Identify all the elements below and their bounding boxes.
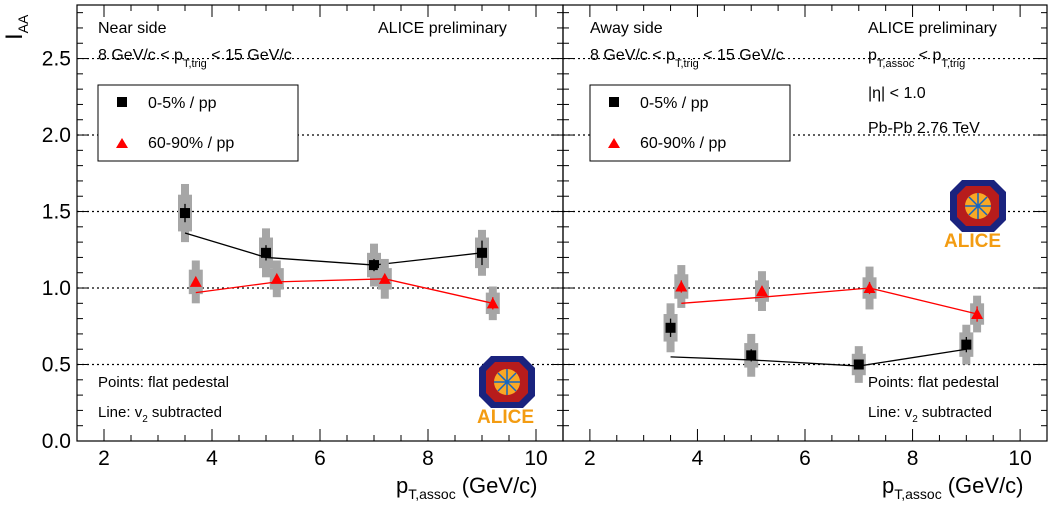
- x-tick-label: 2: [98, 447, 110, 470]
- data-point-square: [665, 322, 676, 333]
- legend-box: [97, 84, 299, 162]
- data-point-triangle: [486, 297, 499, 309]
- data-point-triangle: [378, 272, 391, 284]
- y-tick-label: 2.0: [42, 124, 71, 147]
- data-point-triangle: [675, 280, 688, 292]
- data-point-square: [369, 260, 379, 271]
- panel-near-side: 2 4 6 8 10 0.0 0.5 1.0 1.5 2.0 2.5 Near side 8 GeV…: [42, 4, 564, 470]
- data-point-triangle: [189, 275, 202, 287]
- v2-subtracted-line: [670, 348, 967, 367]
- v2-subtracted-line: [195, 278, 493, 304]
- alice-logo: ALICE: [477, 356, 535, 428]
- legend: 0-5% / pp 60-90% / pp: [97, 84, 299, 162]
- data-point-square: [961, 339, 972, 350]
- panel-away-side: 2 4 6 8 10 Away side 8 GeV/c < pT,trig < 15 …: [562, 4, 1048, 470]
- legend-marker-triangle: [116, 138, 128, 148]
- legend-label-peripheral: 60-90% / pp: [148, 135, 234, 152]
- v2-subtracted-line: [184, 232, 483, 266]
- eta-range: |η| < 1.0: [868, 85, 926, 102]
- data-point-square: [853, 359, 864, 370]
- axis-ticks: 2 4 6 8 10 0.0 0.5 1.0 1.5 2.0 2.5: [42, 5, 563, 470]
- y-tick-label: 0.5: [42, 354, 71, 377]
- x-tick-label: 8: [907, 447, 919, 470]
- x-axis-title-right: pT,assoc (GeV/c): [882, 473, 1024, 502]
- note-points: Points: flat pedestal: [868, 374, 999, 391]
- data-point-square: [477, 247, 487, 258]
- legend: 0-5% / pp 60-90% / pp: [589, 84, 791, 162]
- alice-logo-tracks: [965, 193, 991, 219]
- data-layer: [178, 183, 500, 321]
- y-tick-label: 0.0: [42, 430, 71, 453]
- trigger-range: 8 GeV/c < pT,trig < 15 GeV/c: [590, 47, 784, 70]
- data-point-triangle: [863, 282, 876, 294]
- trigger-range: 8 GeV/c < pT,trig < 15 GeV/c: [98, 47, 292, 70]
- y-tick-label: 2.5: [42, 48, 71, 71]
- data-point-triangle: [755, 285, 768, 297]
- alice-logo-tracks: [494, 369, 520, 395]
- series-square: [663, 303, 974, 383]
- note-points: Points: flat pedestal: [98, 374, 229, 391]
- assoc-condition: pT,assoc < pT,trig: [868, 47, 965, 70]
- data-layer: [663, 265, 985, 383]
- alice-logo-text: ALICE: [477, 407, 534, 428]
- legend-marker-triangle: [608, 138, 620, 148]
- series-triangle: [188, 258, 500, 321]
- preliminary-label: ALICE preliminary: [378, 20, 507, 37]
- note-line: Line: v2 subtracted: [98, 404, 222, 425]
- data-point-triangle: [971, 308, 984, 320]
- x-tick-label: 10: [1008, 447, 1031, 470]
- legend-label-central: 0-5% / pp: [148, 95, 217, 112]
- axis-ticks: 2 4 6 8 10: [563, 5, 1047, 470]
- x-tick-label: 4: [206, 447, 218, 470]
- legend-label-central: 0-5% / pp: [640, 95, 709, 112]
- data-point-square: [746, 350, 757, 361]
- y-tick-label: 1.5: [42, 201, 71, 224]
- series-triangle: [674, 265, 985, 333]
- legend-marker-square: [117, 97, 127, 107]
- v2-subtracted-line: [681, 287, 978, 315]
- legend-label-peripheral: 60-90% / pp: [640, 135, 726, 152]
- x-tick-label: 6: [799, 447, 811, 470]
- collision-system: Pb-Pb 2.76 TeV: [868, 120, 980, 137]
- x-tick-label: 10: [524, 447, 547, 470]
- legend-marker-square: [609, 97, 619, 107]
- series-square: [178, 183, 489, 287]
- y-tick-label: 1.0: [42, 277, 71, 300]
- alice-logo-text: ALICE: [944, 231, 1001, 252]
- x-tick-label: 4: [692, 447, 704, 470]
- x-tick-label: 8: [422, 447, 434, 470]
- data-point-square: [180, 208, 190, 219]
- data-point-triangle: [270, 272, 283, 284]
- x-tick-label: 6: [314, 447, 326, 470]
- legend-box: [589, 84, 791, 162]
- preliminary-label: ALICE preliminary: [868, 20, 997, 37]
- x-axis-title-left: pT,assoc (GeV/c): [396, 473, 538, 502]
- data-point-square: [261, 247, 271, 258]
- note-line: Line: v2 subtracted: [868, 404, 992, 425]
- alice-logo: ALICE: [944, 180, 1006, 252]
- side-label: Near side: [98, 20, 167, 37]
- y-axis-title: IAA: [1, 14, 31, 40]
- x-tick-label: 2: [584, 447, 596, 470]
- side-label: Away side: [590, 20, 663, 37]
